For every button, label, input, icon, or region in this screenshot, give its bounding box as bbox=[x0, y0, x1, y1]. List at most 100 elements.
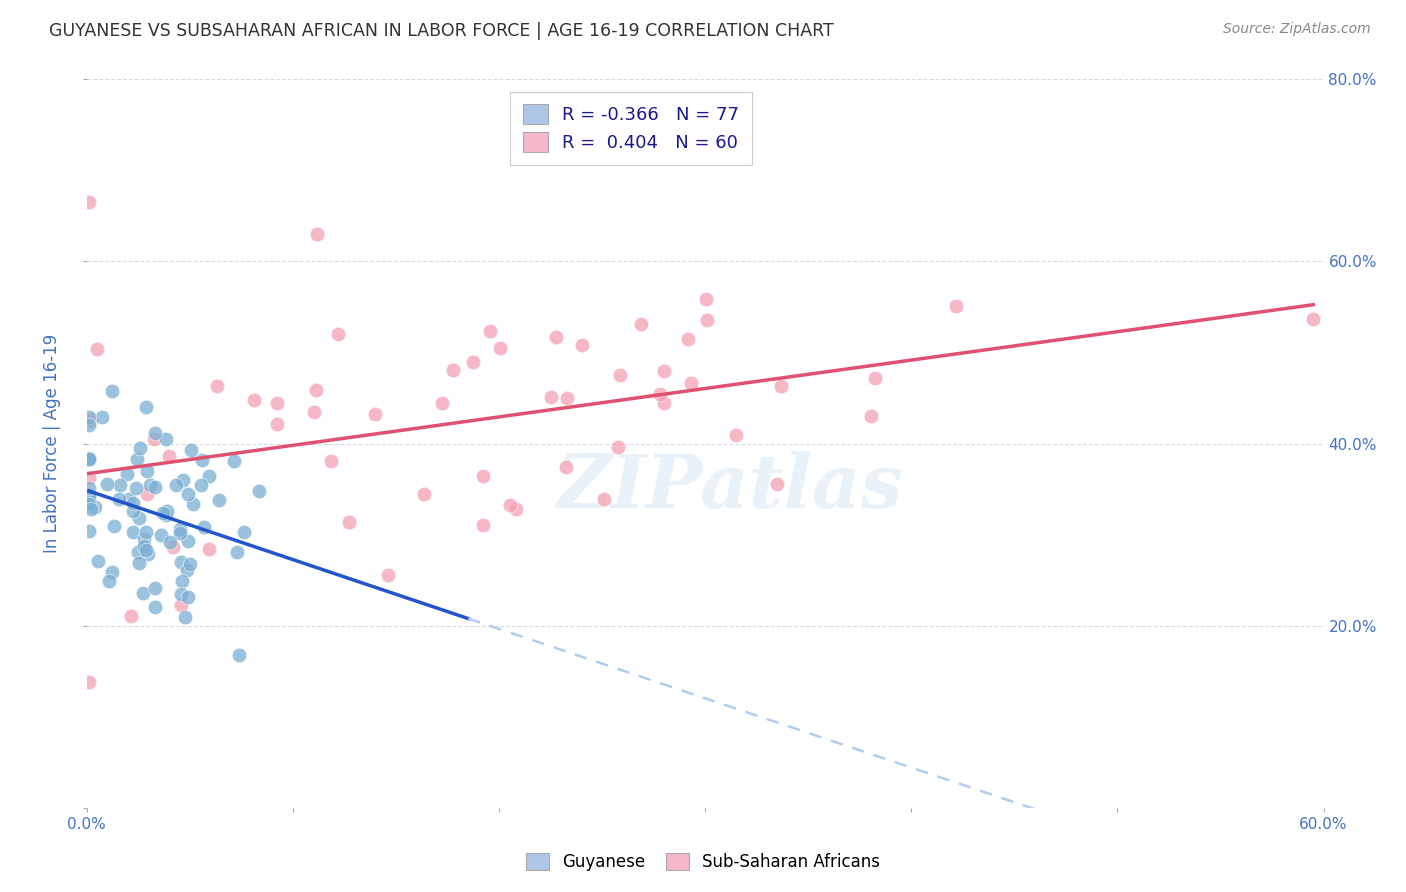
Point bbox=[103, 519, 125, 533]
Text: ZIPatlas: ZIPatlas bbox=[557, 451, 904, 524]
Point bbox=[505, 502, 527, 516]
Point bbox=[696, 313, 718, 327]
Point bbox=[86, 342, 108, 356]
Point bbox=[305, 383, 328, 397]
Point bbox=[143, 425, 166, 440]
Point bbox=[463, 355, 485, 369]
Point bbox=[77, 490, 100, 504]
Point bbox=[177, 533, 200, 548]
Point bbox=[77, 482, 100, 496]
Point bbox=[679, 376, 702, 390]
Point bbox=[77, 452, 100, 467]
Point bbox=[1302, 312, 1324, 326]
Point bbox=[180, 443, 202, 458]
Point bbox=[101, 384, 124, 398]
Point bbox=[630, 317, 652, 331]
Point bbox=[125, 451, 148, 466]
Y-axis label: In Labor Force | Age 16-19: In Labor Force | Age 16-19 bbox=[44, 334, 60, 553]
Point bbox=[136, 464, 159, 478]
Point bbox=[169, 525, 191, 540]
Point bbox=[650, 387, 672, 401]
Text: GUYANESE VS SUBSAHARAN AFRICAN IN LABOR FORCE | AGE 16-19 CORRELATION CHART: GUYANESE VS SUBSAHARAN AFRICAN IN LABOR … bbox=[49, 22, 834, 40]
Point bbox=[120, 608, 142, 623]
Point bbox=[143, 581, 166, 595]
Point bbox=[135, 400, 157, 414]
Point bbox=[172, 473, 194, 487]
Point bbox=[725, 428, 748, 442]
Point bbox=[77, 675, 100, 690]
Point bbox=[77, 488, 100, 502]
Point bbox=[169, 522, 191, 536]
Point bbox=[197, 469, 219, 483]
Point bbox=[162, 540, 184, 554]
Point bbox=[77, 524, 100, 538]
Point bbox=[247, 484, 270, 499]
Point bbox=[170, 587, 193, 601]
Point bbox=[177, 591, 200, 605]
Point bbox=[233, 525, 256, 540]
Point bbox=[159, 535, 181, 549]
Point bbox=[554, 459, 576, 474]
Point bbox=[472, 517, 495, 532]
Point bbox=[134, 539, 156, 553]
Point bbox=[337, 515, 360, 529]
Point bbox=[91, 409, 114, 424]
Text: Source: ZipAtlas.com: Source: ZipAtlas.com bbox=[1223, 22, 1371, 37]
Point bbox=[108, 491, 131, 506]
Point bbox=[131, 586, 153, 600]
Point bbox=[304, 405, 326, 419]
Point bbox=[243, 393, 266, 408]
Point bbox=[193, 519, 215, 533]
Point bbox=[101, 566, 124, 580]
Point bbox=[84, 500, 107, 515]
Point bbox=[96, 476, 118, 491]
Point bbox=[77, 497, 100, 511]
Point bbox=[364, 407, 387, 421]
Point bbox=[179, 558, 201, 572]
Point bbox=[118, 491, 141, 506]
Point bbox=[305, 227, 328, 241]
Point bbox=[132, 533, 155, 547]
Point bbox=[652, 364, 675, 378]
Point bbox=[77, 417, 100, 432]
Point bbox=[80, 412, 103, 426]
Point bbox=[143, 432, 166, 446]
Point bbox=[77, 194, 100, 209]
Point bbox=[77, 471, 100, 485]
Point bbox=[544, 329, 567, 343]
Point bbox=[499, 499, 522, 513]
Point bbox=[77, 497, 100, 511]
Point bbox=[652, 396, 675, 410]
Point bbox=[555, 391, 578, 405]
Point bbox=[326, 326, 349, 341]
Point bbox=[77, 410, 100, 425]
Point bbox=[478, 324, 501, 338]
Point bbox=[108, 478, 131, 492]
Point bbox=[157, 449, 180, 463]
Point bbox=[571, 338, 593, 352]
Point bbox=[695, 292, 717, 306]
Point bbox=[135, 524, 157, 539]
Point bbox=[377, 568, 399, 582]
Point bbox=[225, 545, 247, 559]
Point bbox=[191, 452, 214, 467]
Point bbox=[136, 547, 159, 561]
Point bbox=[266, 396, 288, 410]
Legend: Guyanese, Sub-Saharan Africans: Guyanese, Sub-Saharan Africans bbox=[517, 845, 889, 880]
Point bbox=[441, 363, 464, 377]
Point bbox=[77, 494, 100, 508]
Point bbox=[121, 524, 143, 539]
Point bbox=[128, 510, 150, 524]
Point bbox=[139, 477, 162, 491]
Point bbox=[266, 417, 288, 432]
Point bbox=[129, 441, 152, 455]
Point bbox=[87, 554, 110, 568]
Point bbox=[128, 557, 150, 571]
Point bbox=[198, 541, 221, 556]
Point bbox=[155, 508, 177, 522]
Point bbox=[860, 409, 883, 424]
Point bbox=[489, 341, 512, 355]
Point bbox=[77, 451, 100, 466]
Point bbox=[432, 396, 454, 410]
Point bbox=[143, 480, 166, 494]
